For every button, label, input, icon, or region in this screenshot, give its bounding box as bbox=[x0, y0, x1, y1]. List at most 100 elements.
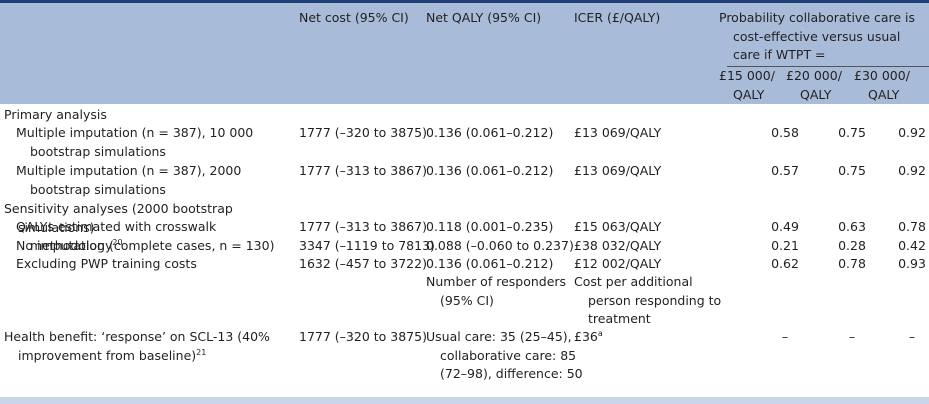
probability: 0.21 bbox=[755, 237, 815, 256]
subcolumn-header: £15 000/ QALY bbox=[719, 67, 795, 104]
probability: 0.62 bbox=[755, 255, 815, 274]
row-label: No imputation (complete cases, n = 130) bbox=[16, 237, 305, 256]
text: ICER (£/QALY) bbox=[574, 10, 661, 25]
text: Primary analysis bbox=[4, 107, 107, 122]
text: Net cost (95% CI) bbox=[299, 10, 409, 25]
text: £38 032/QALY bbox=[574, 238, 662, 253]
probability: 0.75 bbox=[822, 124, 882, 143]
text: QALYs estimated with crosswalk methodolo… bbox=[16, 219, 217, 253]
text: 0.92 bbox=[898, 125, 926, 140]
probability: 0.63 bbox=[822, 218, 882, 237]
row-label: Primary analysis bbox=[4, 106, 305, 125]
text: 0.78 bbox=[838, 256, 866, 271]
text: 0.78 bbox=[898, 219, 926, 234]
top-bar bbox=[0, 0, 929, 3]
text: 0.088 (–0.060 to 0.237) bbox=[426, 238, 574, 253]
text: 1777 (–320 to 3875) bbox=[299, 125, 427, 140]
row-label: Health benefit: ‘response’ on SCL-13 (40… bbox=[4, 328, 305, 365]
text: Multiple imputation (n = 387), 10 000 bo… bbox=[16, 125, 254, 159]
text: £13 069/QALY bbox=[574, 125, 662, 140]
text: 0.57 bbox=[771, 163, 799, 178]
net-qaly: 0.118 (0.001–0.235) bbox=[426, 218, 586, 237]
text: 1777 (–313 to 3867) bbox=[299, 219, 427, 234]
text: No imputation (complete cases, n = 130) bbox=[16, 238, 275, 253]
row-label: Excluding PWP training costs bbox=[16, 255, 305, 274]
icer: £13 069/QALY bbox=[574, 124, 726, 143]
text: 0.28 bbox=[838, 238, 866, 253]
text: 3347 (–1119 to 7813) bbox=[299, 238, 435, 253]
net-cost: 1777 (–313 to 3867) bbox=[299, 218, 439, 237]
text: 0.58 bbox=[771, 125, 799, 140]
column-header: Net cost (95% CI) bbox=[299, 9, 439, 28]
text: 1632 (–457 to 3722) bbox=[299, 256, 427, 271]
icer: £15 063/QALY bbox=[574, 218, 726, 237]
text: Usual care: 35 (25–45), collaborative ca… bbox=[426, 329, 583, 381]
net-cost: 3347 (–1119 to 7813) bbox=[299, 237, 439, 256]
text: 0.118 (0.001–0.235) bbox=[426, 219, 554, 234]
probability: 0.92 bbox=[882, 162, 929, 181]
text: £13 069/QALY bbox=[574, 163, 662, 178]
net-qaly: 0.136 (0.061–0.212) bbox=[426, 255, 586, 274]
row-label: Multiple imputation (n = 387), 2000 boot… bbox=[16, 162, 305, 199]
net-cost: 1632 (–457 to 3722) bbox=[299, 255, 439, 274]
column-header: ICER (£/QALY) bbox=[574, 9, 726, 28]
net-qaly: Number of responders (95% CI) bbox=[426, 273, 586, 310]
probability: – bbox=[822, 328, 882, 347]
probability: 0.78 bbox=[882, 218, 929, 237]
probability: 0.57 bbox=[755, 162, 815, 181]
text: Net QALY (95% CI) bbox=[426, 10, 542, 25]
text: Multiple imputation (n = 387), 2000 boot… bbox=[16, 163, 242, 197]
text: 0.63 bbox=[838, 219, 866, 234]
row-label: QALYs estimated with crosswalk methodolo… bbox=[16, 218, 305, 255]
text: 0.42 bbox=[898, 238, 926, 253]
text: £20 000/ QALY bbox=[786, 68, 842, 102]
text: – bbox=[848, 329, 856, 344]
text: £36 bbox=[574, 329, 598, 344]
text: 0.136 (0.061–0.212) bbox=[426, 163, 554, 178]
footnote-ref: 21 bbox=[196, 347, 207, 357]
column-header: Net QALY (95% CI) bbox=[426, 9, 586, 28]
icer: £36a bbox=[574, 328, 726, 347]
icer: Cost per additional person responding to… bbox=[574, 273, 726, 329]
net-qaly: 0.136 (0.061–0.212) bbox=[426, 124, 586, 143]
text: 0.93 bbox=[898, 256, 926, 271]
text: Cost per additional person responding to… bbox=[574, 274, 722, 326]
column-header: Probability collaborative care is cost-e… bbox=[719, 9, 929, 65]
subcolumn-header: £20 000/ QALY bbox=[786, 67, 862, 104]
footnote-ref: a bbox=[597, 328, 603, 338]
text: 1777 (–320 to 3875) bbox=[299, 329, 427, 344]
subcolumn-header: £30 000/ QALY bbox=[854, 67, 929, 104]
probability: 0.93 bbox=[882, 255, 929, 274]
text: 0.136 (0.061–0.212) bbox=[426, 125, 554, 140]
text: 0.75 bbox=[838, 163, 866, 178]
probability: 0.58 bbox=[755, 124, 815, 143]
icer: £38 032/QALY bbox=[574, 237, 726, 256]
header-rule bbox=[727, 66, 929, 67]
icer: £12 002/QALY bbox=[574, 255, 726, 274]
net-cost: 1777 (–320 to 3875) bbox=[299, 328, 439, 347]
text: Sensitivity analyses (2000 bootstrap sim… bbox=[4, 201, 233, 235]
text: 0.21 bbox=[771, 238, 799, 253]
table-header bbox=[0, 3, 929, 104]
text: 0.75 bbox=[838, 125, 866, 140]
text: 0.92 bbox=[898, 163, 926, 178]
probability: 0.75 bbox=[822, 162, 882, 181]
net-qaly: 0.136 (0.061–0.212) bbox=[426, 162, 586, 181]
text: £15 063/QALY bbox=[574, 219, 662, 234]
probability: 0.49 bbox=[755, 218, 815, 237]
probability: – bbox=[882, 328, 929, 347]
probability: 0.92 bbox=[882, 124, 929, 143]
text: £15 000/ QALY bbox=[719, 68, 775, 102]
probability: – bbox=[755, 328, 815, 347]
row-label: Multiple imputation (n = 387), 10 000 bo… bbox=[16, 124, 305, 161]
text: £12 002/QALY bbox=[574, 256, 662, 271]
net-cost: 1777 (–320 to 3875) bbox=[299, 124, 439, 143]
text: – bbox=[908, 329, 916, 344]
text: 1777 (–313 to 3867) bbox=[299, 163, 427, 178]
text: 0.62 bbox=[771, 256, 799, 271]
text: Health benefit: ‘response’ on SCL-13 (40… bbox=[4, 329, 270, 363]
text: 0.49 bbox=[771, 219, 799, 234]
text: £30 000/ QALY bbox=[854, 68, 910, 102]
probability: 0.78 bbox=[822, 255, 882, 274]
